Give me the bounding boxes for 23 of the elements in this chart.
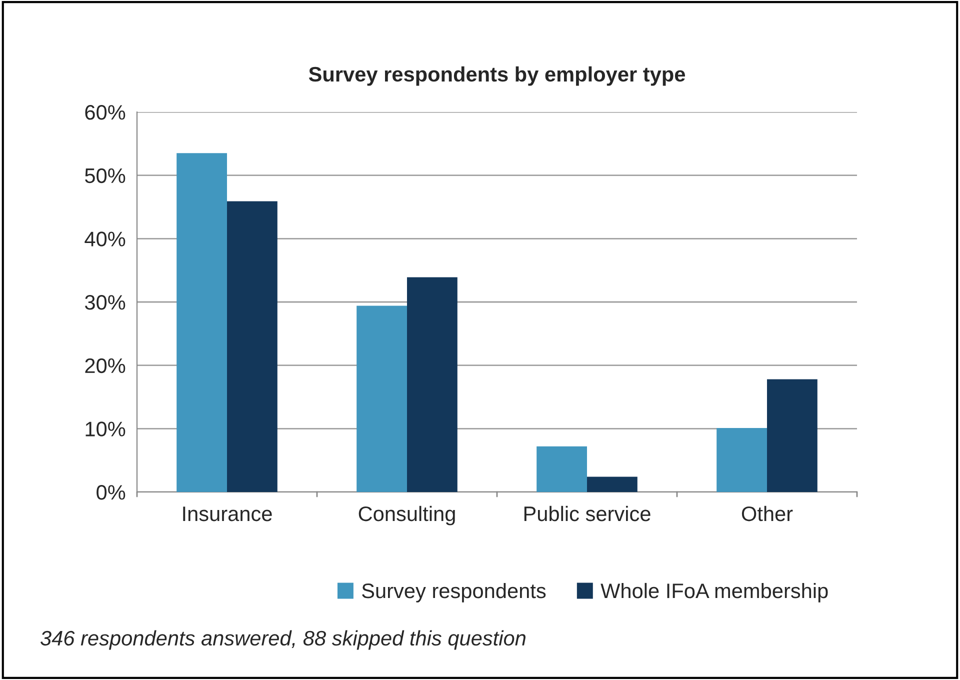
bar (407, 277, 458, 492)
bar (716, 428, 767, 492)
x-tick-label: Insurance (183, 506, 272, 522)
y-tick-label: 0% (96, 485, 126, 500)
chart-title: Survey respondents by employer type (308, 66, 686, 86)
bar (227, 201, 278, 492)
x-tick-label: Consulting (358, 506, 455, 526)
bar (176, 153, 227, 492)
x-tick-label: Other (742, 506, 793, 522)
y-tick-label: 40% (84, 232, 126, 246)
bar (536, 446, 587, 492)
x-tick-label: Public service (524, 506, 650, 522)
y-tick-label: 30% (84, 295, 126, 310)
y-tick-label: 60% (85, 105, 126, 120)
y-tick-label: 50% (85, 168, 126, 184)
bar (767, 379, 818, 492)
legend-label: Whole IFoA membership (600, 582, 828, 602)
text: 346 respondents answered, 88 skipped this question (40, 630, 526, 650)
legend-label: Survey respondents (362, 582, 546, 602)
y-tick-label: 10% (86, 422, 126, 436)
bar (587, 476, 638, 492)
y-tick-label: 20% (85, 358, 126, 374)
bar (356, 306, 407, 492)
